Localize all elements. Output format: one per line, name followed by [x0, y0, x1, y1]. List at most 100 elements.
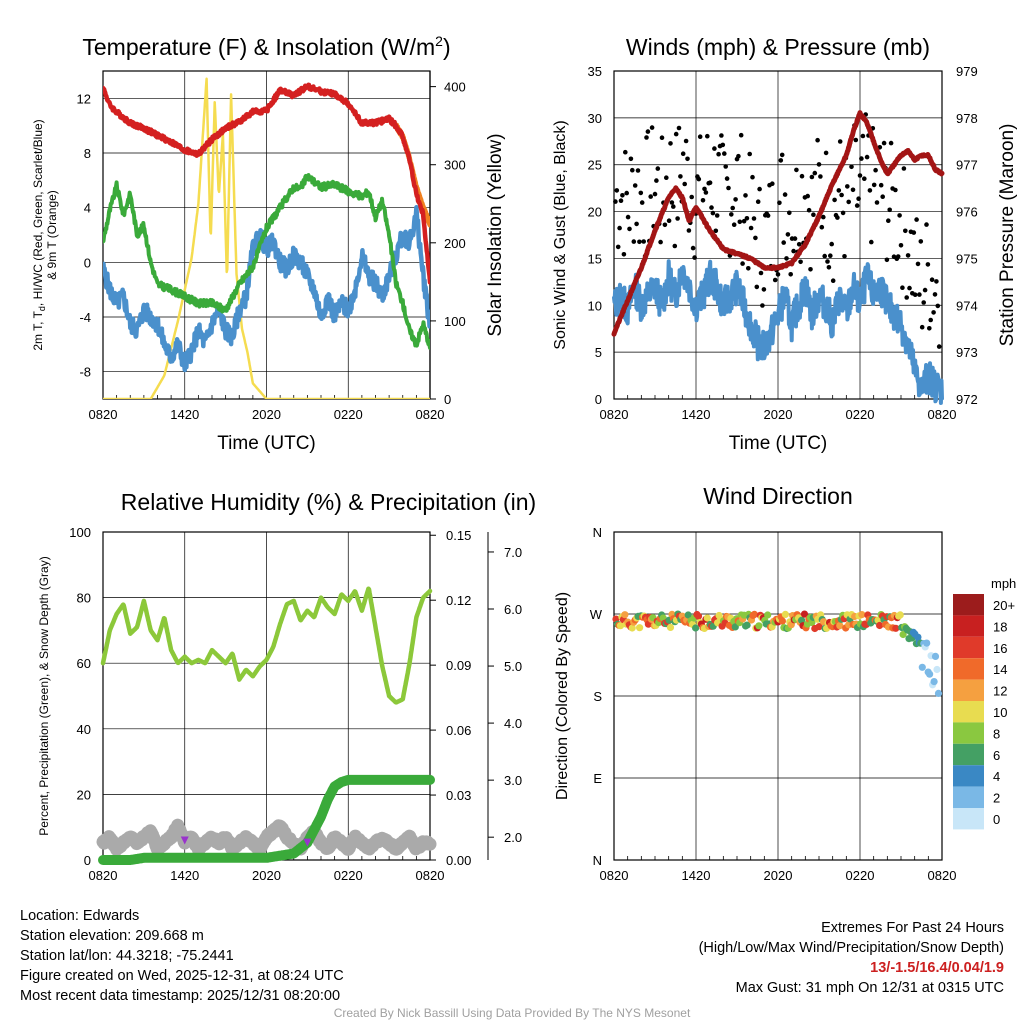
dew-point-line — [103, 173, 430, 350]
gust-point — [714, 213, 720, 218]
gust-point — [772, 277, 778, 283]
gust-point — [914, 217, 919, 222]
gust-point — [655, 166, 661, 171]
x-tick-label: 0820 — [600, 407, 629, 422]
gust-point — [703, 190, 709, 195]
direction-point — [876, 621, 884, 630]
extremes-box: Extremes For Past 24 Hours (High/Low/Max… — [699, 918, 1004, 998]
gust-point — [753, 235, 758, 241]
gust-point — [702, 186, 707, 192]
x-axis-label: Time (UTC) — [729, 433, 828, 454]
gust-point — [826, 265, 832, 270]
y2-tick-label: 974 — [956, 298, 978, 313]
x-tick-label: 0820 — [600, 868, 629, 883]
gust-point — [903, 228, 908, 234]
temperature-line — [103, 82, 430, 285]
gust-point — [645, 129, 651, 134]
gust-point — [733, 197, 738, 202]
x-tick-label: 0820 — [416, 407, 445, 422]
gust-point — [712, 146, 717, 151]
gust-point — [878, 182, 884, 188]
gust-point — [886, 218, 891, 223]
x-tick-label: 1420 — [170, 407, 199, 422]
y-axis-label: Percent, Precipitation (Green), & Snow D… — [37, 556, 51, 835]
gust-point — [757, 186, 762, 192]
extremes-subtitle: (High/Low/Max Wind/Precipitation/Snow De… — [698, 940, 1004, 956]
gust-point — [816, 162, 822, 167]
gust-point — [676, 125, 682, 131]
gust-point — [822, 253, 827, 259]
legend-label: 12 — [993, 684, 1007, 699]
direction-point — [934, 689, 943, 698]
gust-point — [912, 292, 918, 298]
gust-point — [915, 261, 921, 267]
gust-point — [922, 287, 928, 293]
gust-point — [697, 134, 703, 139]
x-tick-label: 1420 — [682, 407, 711, 422]
direction-point — [628, 624, 636, 632]
gust-point — [751, 216, 757, 221]
direction-point — [836, 622, 844, 630]
temp-series — [103, 77, 430, 399]
gust-point — [842, 253, 847, 259]
direction-point — [764, 611, 772, 619]
legend-label: 0 — [993, 812, 1000, 827]
gust-point — [770, 181, 775, 186]
gust-point — [726, 185, 731, 191]
gust-point — [719, 133, 724, 138]
direction-point — [778, 617, 787, 625]
gust-point — [634, 221, 639, 227]
gust-point — [796, 242, 802, 247]
y2-tick-label: 200 — [444, 236, 466, 251]
direction-point — [621, 611, 629, 619]
gust-point — [755, 199, 761, 204]
x-tick-label: 0820 — [928, 868, 957, 883]
gust-point — [839, 192, 844, 198]
y-axis-label: Sonic Wind & Gust (Blue, Black) — [552, 120, 569, 349]
gust-point — [765, 213, 771, 218]
gust-point — [911, 230, 917, 235]
y-tick-label: N — [593, 853, 602, 868]
x-tick-label: 0820 — [416, 868, 445, 883]
y-tick-label: 30 — [588, 111, 602, 126]
gust-point — [864, 154, 870, 160]
gust-point — [678, 174, 683, 179]
y-tick-label: 8 — [84, 146, 91, 161]
gust-point — [808, 267, 813, 272]
x-tick-label: 0820 — [928, 407, 957, 422]
temperature-panel: 0820 1420 2020 0220 0820 12 8 4 0 -4 -8 Temperature… — [31, 33, 506, 454]
legend-label: 4 — [993, 769, 1000, 784]
legend-label: 8 — [993, 726, 1000, 741]
gust-point — [639, 200, 645, 205]
gust-point — [907, 285, 912, 291]
legend-swatch — [953, 615, 984, 637]
gust-point — [625, 214, 631, 220]
gust-point — [917, 292, 922, 297]
legend-label: 2 — [993, 791, 1000, 806]
gust-point — [782, 192, 788, 197]
gust-point — [918, 239, 924, 244]
direction-point — [694, 612, 703, 620]
gust-point — [893, 187, 898, 193]
gust-point — [799, 173, 805, 179]
plot-frame — [613, 70, 943, 400]
y2-tick-label: 978 — [956, 111, 978, 126]
direction-point — [930, 678, 938, 686]
gust-point — [754, 284, 760, 290]
gust-point — [621, 252, 627, 257]
legend-swatch — [953, 636, 984, 659]
direction-point — [896, 611, 904, 619]
y2-axis-label: Solar Insolation (Yellow) — [485, 133, 506, 336]
chart-title: Temperature (F) & Insolation (W/m2) — [82, 33, 450, 60]
gust-point — [748, 225, 754, 231]
gust-point — [671, 204, 676, 209]
y-tick-label: 20 — [588, 205, 602, 220]
gust-point — [792, 236, 798, 241]
wind-pressure-panel: 0820 1420 2020 0220 0820 35 30 25 20 15 10 5 0 Winds … — [552, 34, 1018, 454]
gust-point — [624, 190, 629, 196]
legend-label: 10 — [993, 705, 1007, 720]
gust-point — [836, 188, 842, 193]
gust-point — [787, 210, 792, 216]
